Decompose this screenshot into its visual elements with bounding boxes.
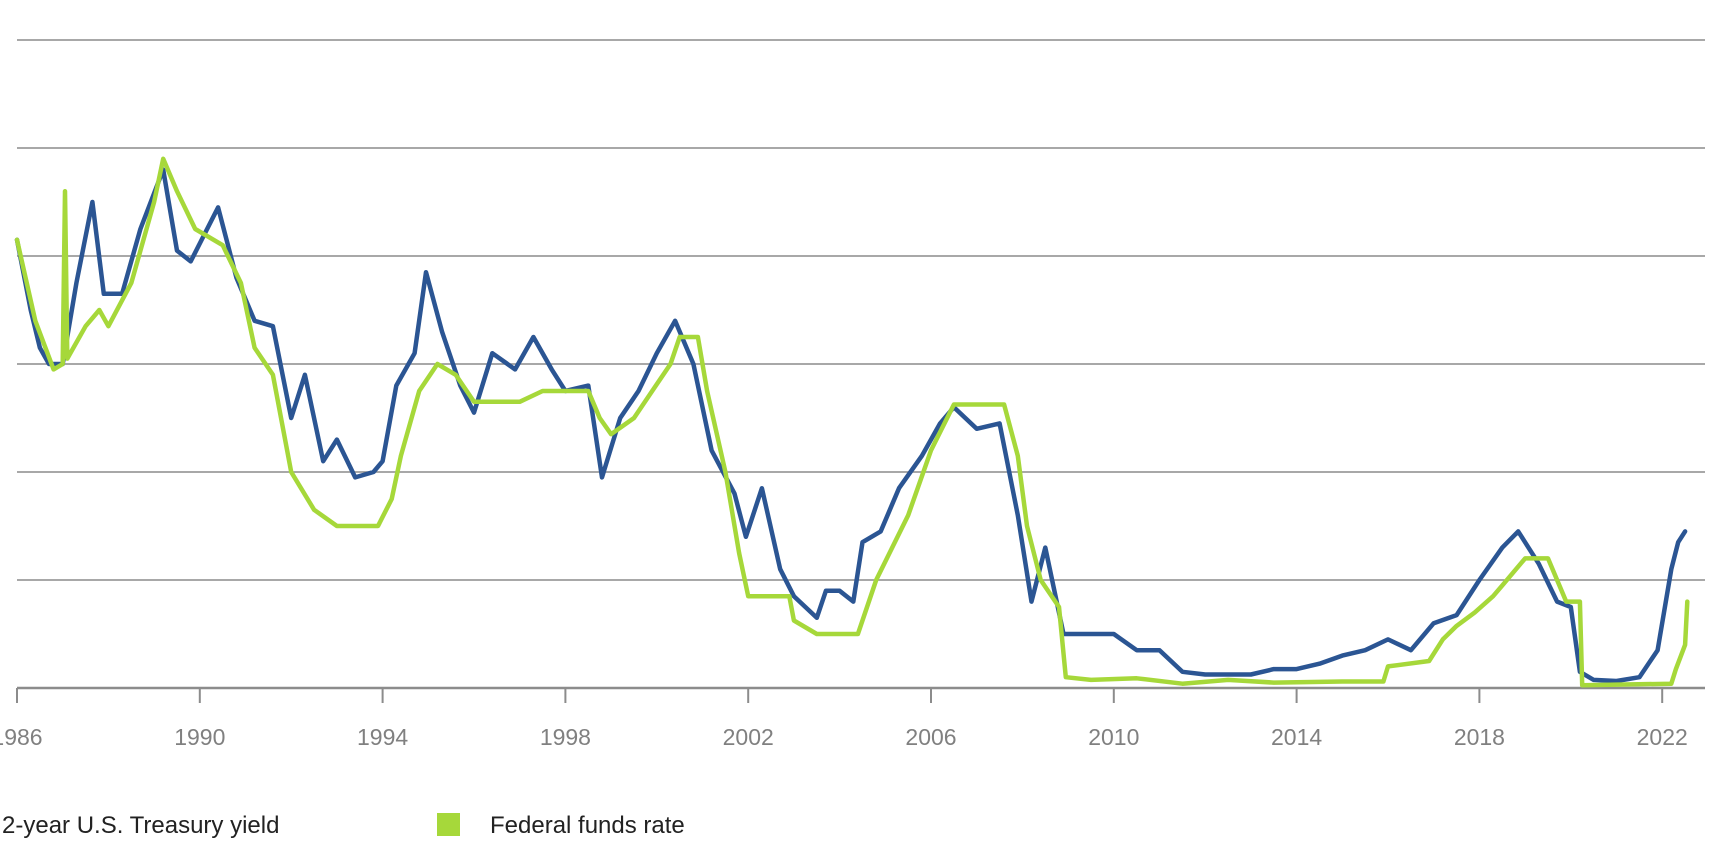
x-tick-label: 1994 xyxy=(357,724,408,750)
legend-label-treasury: 2-year U.S. Treasury yield xyxy=(2,812,279,839)
x-tick-label: 1990 xyxy=(174,724,225,750)
legend-swatch-fed xyxy=(437,813,460,836)
series-lines xyxy=(14,156,1690,688)
x-tick-label: 2002 xyxy=(723,724,774,750)
gridlines xyxy=(17,39,1705,690)
x-axis: 1986 1990 1994 1998 2002 2006 2010 2014 2018 2022 xyxy=(0,688,1688,750)
x-tick-label: 2018 xyxy=(1454,724,1505,750)
fed-funds-line xyxy=(14,156,1690,688)
x-tick-label: 1986 xyxy=(0,724,43,750)
legend-label-fed: Federal funds rate xyxy=(490,812,685,839)
legend: 2-year U.S. Treasury yield Federal funds… xyxy=(2,812,685,839)
treasury-yield-line xyxy=(14,167,1688,684)
x-tick-label: 2010 xyxy=(1088,724,1139,750)
x-tick-label: 2006 xyxy=(905,724,956,750)
x-tick-label: 2014 xyxy=(1271,724,1322,750)
x-tick-label: 1998 xyxy=(540,724,591,750)
x-tick-label: 2022 xyxy=(1637,724,1688,750)
